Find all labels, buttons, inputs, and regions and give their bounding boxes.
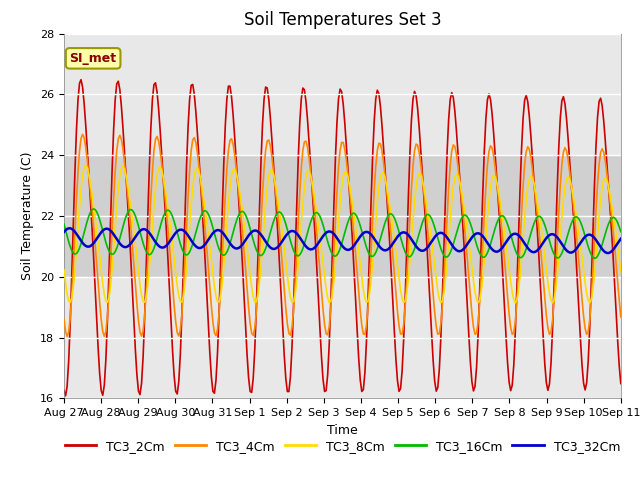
X-axis label: Time: Time xyxy=(327,424,358,437)
Bar xyxy=(64,155,621,277)
Y-axis label: Soil Temperature (C): Soil Temperature (C) xyxy=(22,152,35,280)
Legend: TC3_2Cm, TC3_4Cm, TC3_8Cm, TC3_16Cm, TC3_32Cm: TC3_2Cm, TC3_4Cm, TC3_8Cm, TC3_16Cm, TC3… xyxy=(60,435,625,458)
Text: SI_met: SI_met xyxy=(70,52,116,65)
Title: Soil Temperatures Set 3: Soil Temperatures Set 3 xyxy=(244,11,441,29)
